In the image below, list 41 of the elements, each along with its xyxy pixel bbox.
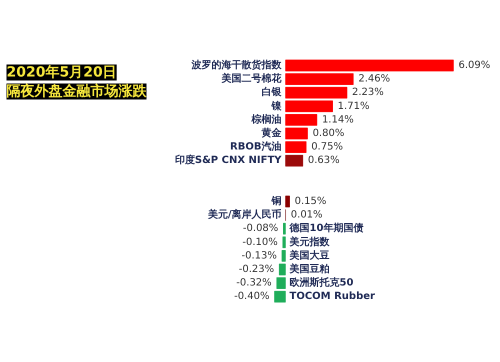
- data-label: 0.80%: [312, 128, 344, 139]
- y-tick-label: 美元/离岸人民币: [206, 208, 282, 221]
- bar: [282, 236, 286, 248]
- data-label: -0.13%: [242, 250, 277, 262]
- data-label: -0.40%: [234, 291, 270, 302]
- bar: [274, 290, 286, 303]
- y-tick-label: RBOB汽油: [230, 140, 282, 153]
- data-label: 6.09%: [458, 60, 490, 71]
- data-label: 0.01%: [290, 210, 323, 221]
- y-tick-label: 德国10年期国债: [288, 222, 364, 234]
- data-label: 0.15%: [294, 196, 326, 207]
- data-label: 1.14%: [322, 114, 354, 126]
- y-tick-label: TOCOM Rubber: [290, 291, 376, 302]
- bar: [285, 154, 304, 167]
- y-tick-label: 铜: [270, 195, 282, 207]
- y-tick-label: 印度S&P CNX NIFTY: [174, 154, 282, 166]
- data-label: 2.46%: [358, 74, 390, 85]
- data-label: -0.32%: [236, 278, 272, 289]
- bar: [283, 222, 286, 235]
- bar: [285, 196, 290, 208]
- data-label: -0.08%: [242, 223, 278, 234]
- y-tick-label: 镍: [270, 100, 282, 112]
- data-label: 0.75%: [311, 142, 343, 153]
- y-tick-label: 白银: [262, 86, 282, 98]
- data-label: 0.63%: [308, 155, 340, 166]
- y-tick-label: 美国二号棉花: [220, 72, 282, 85]
- data-label: -0.10%: [242, 236, 278, 248]
- text: 2020年5月20日: [6, 64, 117, 80]
- data-label: -0.23%: [238, 264, 274, 275]
- y-tick-label: 美元指数: [288, 236, 330, 248]
- y-tick-label: 棕榈油: [250, 113, 282, 126]
- text: 隔夜外盘金融市场涨跌: [6, 82, 148, 100]
- bar: [285, 86, 348, 99]
- y-tick-label: 美国豆粕: [288, 263, 330, 275]
- bar: [285, 100, 333, 112]
- y-tick-label: 波罗的海干散货指数: [190, 59, 282, 71]
- y-tick-label: 欧洲斯托克50: [290, 276, 354, 289]
- y-tick-label: 黄金: [260, 127, 282, 139]
- data-label: 2.23%: [352, 87, 384, 98]
- data-label: 1.71%: [338, 100, 370, 112]
- y-tick-label: 美国大豆: [288, 249, 330, 262]
